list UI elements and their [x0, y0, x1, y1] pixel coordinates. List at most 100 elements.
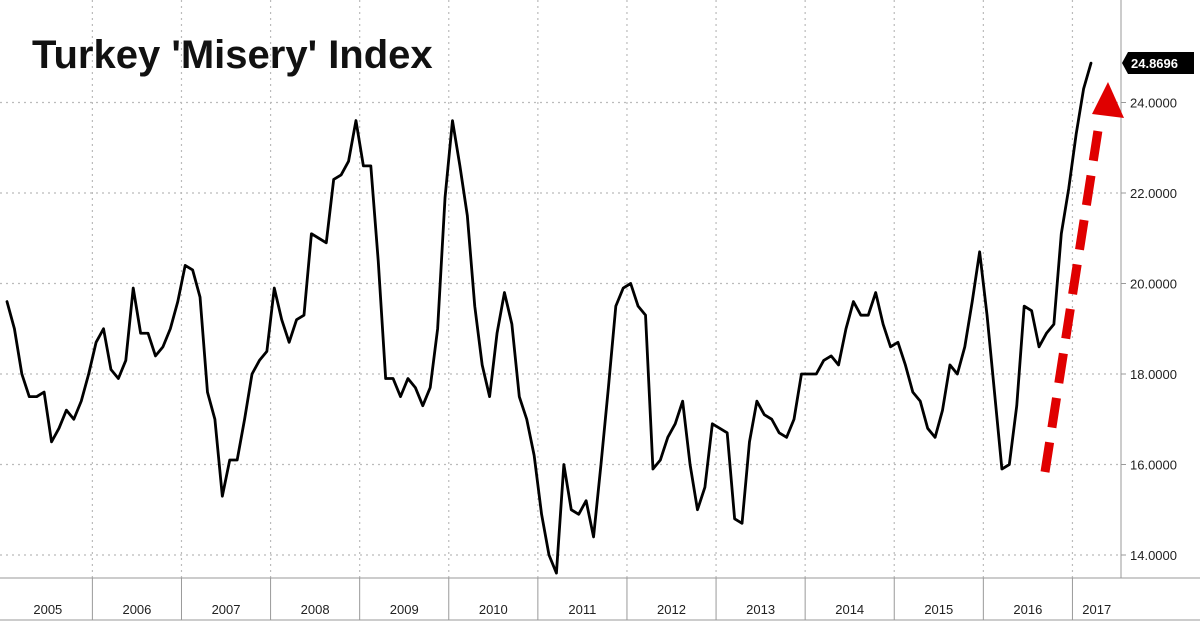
data-point	[682, 400, 684, 402]
data-point	[600, 463, 602, 466]
data-point	[407, 377, 409, 380]
data-point	[592, 536, 595, 538]
series-points	[6, 62, 1092, 574]
data-point	[563, 463, 565, 466]
data-point	[1068, 187, 1070, 190]
data-point	[934, 436, 936, 438]
data-point	[919, 400, 921, 402]
data-point	[318, 237, 320, 239]
data-point	[837, 364, 840, 366]
data-point	[711, 423, 713, 425]
data-point	[28, 396, 30, 398]
data-point	[1023, 305, 1025, 307]
data-point	[630, 282, 632, 285]
data-point	[830, 355, 832, 357]
data-point	[748, 441, 751, 443]
y-tick-label: 16.0000	[1130, 458, 1177, 473]
data-point	[815, 373, 817, 375]
data-point	[1008, 463, 1010, 466]
data-point	[1031, 310, 1033, 312]
y-tick-label: 18.0000	[1130, 367, 1177, 382]
data-point	[986, 314, 988, 316]
x-tick-label: 2011	[568, 602, 596, 617]
data-point	[325, 242, 327, 244]
data-point	[511, 323, 513, 325]
data-point	[763, 414, 765, 416]
trend-arrow-head	[1092, 82, 1124, 118]
data-point	[897, 341, 899, 343]
y-tick-label: 22.0000	[1130, 186, 1177, 201]
data-point	[184, 264, 186, 266]
x-tick-label: 2015	[924, 602, 953, 617]
trend-arrow-shaft	[1040, 123, 1104, 473]
data-point	[518, 396, 520, 398]
data-point	[147, 332, 149, 334]
x-tick-label: 2016	[1013, 602, 1042, 617]
data-point	[362, 165, 364, 167]
data-point	[13, 328, 16, 330]
data-point	[281, 319, 283, 321]
data-point	[526, 418, 528, 420]
data-point	[1075, 133, 1077, 135]
data-point	[266, 350, 268, 352]
data-point	[555, 572, 558, 574]
x-tick-label: 2012	[657, 602, 686, 617]
data-point	[154, 355, 157, 357]
x-tick-label: 2008	[301, 602, 330, 617]
data-point	[912, 391, 914, 393]
data-point	[533, 454, 535, 457]
data-point	[429, 386, 431, 389]
data-point	[295, 319, 298, 321]
data-point	[860, 314, 862, 316]
data-point	[949, 364, 951, 366]
x-tick-label: 2009	[390, 602, 419, 617]
data-point	[6, 301, 8, 303]
data-point	[1038, 346, 1040, 348]
data-point	[474, 305, 476, 307]
data-point	[95, 341, 97, 343]
data-point	[422, 405, 424, 407]
data-point	[206, 391, 209, 393]
data-point	[667, 436, 669, 438]
data-point	[696, 509, 699, 511]
data-point	[904, 364, 906, 366]
data-point	[370, 165, 372, 167]
data-point	[1082, 88, 1085, 90]
data-point	[310, 233, 313, 235]
data-point	[719, 427, 721, 429]
data-point	[192, 269, 194, 271]
data-point	[110, 368, 112, 371]
data-point	[503, 291, 506, 294]
data-point	[964, 346, 966, 348]
data-point	[496, 332, 498, 334]
data-point	[622, 287, 624, 289]
data-point	[481, 364, 483, 366]
data-point	[258, 359, 261, 362]
data-point	[993, 391, 996, 393]
data-point	[734, 518, 736, 520]
trend-arrow-annotation	[1040, 82, 1124, 473]
data-point	[674, 423, 676, 425]
data-point	[659, 459, 661, 461]
data-point	[585, 500, 587, 502]
data-point	[340, 174, 342, 176]
y-tick-label: 24.0000	[1130, 96, 1177, 111]
y-tick-label: 20.0000	[1130, 277, 1177, 292]
data-point	[177, 301, 179, 303]
data-point	[1045, 332, 1048, 334]
data-point	[956, 373, 958, 375]
data-point	[771, 418, 773, 420]
data-point	[578, 513, 580, 515]
data-point	[414, 386, 416, 389]
data-point	[50, 441, 53, 443]
data-point	[333, 178, 335, 181]
data-point	[607, 386, 610, 389]
data-point	[58, 427, 60, 429]
data-point	[741, 522, 743, 524]
data-point	[399, 396, 402, 398]
data-point	[1060, 233, 1062, 235]
data-point	[793, 418, 795, 420]
y-axis-labels: 14.0000 16.0000 18.0000 20.0000 22.0000 24.00…	[1121, 96, 1177, 563]
data-point	[221, 495, 223, 497]
